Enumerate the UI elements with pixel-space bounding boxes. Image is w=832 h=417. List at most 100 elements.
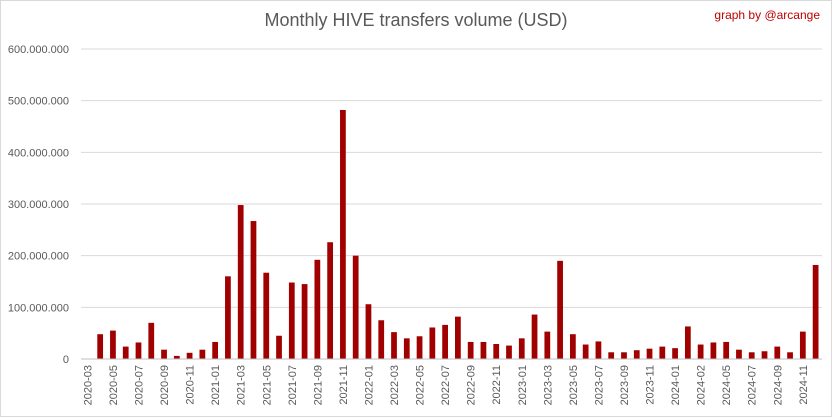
y-tick-label: 600.000.000	[8, 44, 69, 56]
bar	[327, 242, 334, 359]
bar	[799, 331, 806, 359]
bar	[161, 349, 167, 359]
x-tick-label: 2021-03	[236, 365, 248, 405]
bar	[659, 346, 666, 359]
x-tick-label: 2024-11	[798, 365, 810, 405]
bar	[199, 349, 206, 359]
x-tick-label: 2021-01	[210, 365, 222, 405]
x-tick-label: 2020-05	[108, 365, 120, 405]
x-tick-label: 2022-07	[440, 365, 452, 405]
x-tick-label: 2021-05	[261, 365, 273, 405]
bar	[391, 332, 397, 359]
bar	[633, 350, 640, 359]
bar	[493, 344, 500, 359]
bar	[340, 109, 346, 359]
y-axis-tick-labels: 0 100.000.000 200.000.000 300.000.000 400.00…	[8, 44, 69, 366]
x-tick-label: 2022-05	[415, 365, 427, 405]
bar	[352, 255, 359, 359]
x-tick-label: 2020-11	[185, 365, 197, 405]
bar	[761, 351, 768, 359]
bar	[250, 221, 257, 359]
x-tick-label: 2020-03	[82, 365, 94, 405]
bar	[122, 346, 129, 359]
bar	[672, 348, 678, 359]
bar	[442, 324, 448, 359]
bar	[723, 341, 730, 359]
bar	[697, 344, 704, 359]
y-tick-label: 200.000.000	[8, 251, 69, 263]
x-tick-label: 2022-11	[491, 365, 503, 405]
x-tick-label: 2021-11	[338, 365, 350, 405]
x-tick-label: 2022-01	[363, 365, 375, 405]
bar	[148, 322, 155, 359]
bar	[135, 342, 142, 359]
bar	[774, 346, 781, 359]
bar	[110, 330, 116, 359]
y-tick-label: 300.000.000	[8, 199, 69, 211]
y-tick-label: 0	[63, 354, 69, 366]
x-tick-label: 2021-09	[312, 365, 324, 405]
bar	[518, 338, 525, 359]
y-tick-label: 100.000.000	[8, 302, 69, 314]
bar	[736, 349, 742, 359]
bar	[301, 284, 308, 359]
bar	[403, 338, 410, 359]
bar	[314, 259, 321, 359]
bar	[378, 320, 385, 359]
bar	[812, 264, 819, 359]
x-tick-label: 2023-09	[619, 365, 631, 405]
x-tick-label: 2024-02	[696, 365, 708, 405]
x-tick-label: 2022-03	[389, 365, 401, 405]
bar	[748, 352, 755, 359]
bar	[506, 345, 512, 359]
bar	[621, 352, 627, 359]
bar	[557, 260, 563, 359]
bar	[186, 352, 193, 359]
bar	[173, 355, 180, 359]
bar	[288, 282, 295, 359]
bar	[429, 327, 436, 359]
bar	[97, 334, 104, 359]
bar	[787, 352, 793, 359]
bars	[97, 109, 819, 359]
x-tick-label: 2024-09	[772, 365, 784, 405]
chart-title: Monthly HIVE transfers volume (USD)	[264, 10, 568, 30]
x-tick-label: 2024-07	[747, 365, 759, 405]
bar	[365, 304, 372, 359]
x-axis-tick-labels: 2020-03 2020-05 2020-07 2020-09 2020-11 2021-…	[82, 365, 809, 405]
bar	[416, 336, 423, 359]
x-tick-label: 2023-01	[517, 365, 529, 405]
x-tick-label: 2023-05	[568, 365, 580, 405]
bar	[263, 272, 270, 359]
gridlines	[81, 48, 822, 308]
bar	[531, 314, 538, 359]
bar	[608, 352, 615, 359]
chart-credit: graph by @arcange	[714, 8, 820, 22]
x-tick-label: 2023-07	[593, 365, 605, 405]
bar	[237, 205, 244, 359]
bar	[582, 344, 589, 359]
x-tick-label: 2024-05	[721, 365, 733, 405]
y-tick-label: 500.000.000	[8, 96, 69, 108]
bar	[710, 342, 717, 359]
bar	[455, 316, 461, 359]
y-tick-label: 400.000.000	[8, 147, 69, 159]
bar	[684, 326, 691, 359]
x-tick-label: 2023-03	[542, 365, 554, 405]
bar	[467, 341, 474, 359]
bar	[276, 335, 282, 359]
bar	[595, 341, 602, 359]
bar	[646, 348, 653, 359]
bar	[569, 334, 576, 359]
bar	[225, 276, 231, 359]
x-tick-label: 2022-09	[466, 365, 478, 405]
x-tick-label: 2020-09	[159, 365, 171, 405]
bar	[544, 331, 551, 359]
x-tick-label: 2024-01	[670, 365, 682, 405]
x-tick-label: 2023-11	[645, 365, 657, 405]
bar	[480, 341, 487, 359]
bar	[212, 341, 219, 359]
x-tick-label: 2020-07	[133, 365, 145, 405]
x-tick-label: 2021-07	[287, 365, 299, 405]
